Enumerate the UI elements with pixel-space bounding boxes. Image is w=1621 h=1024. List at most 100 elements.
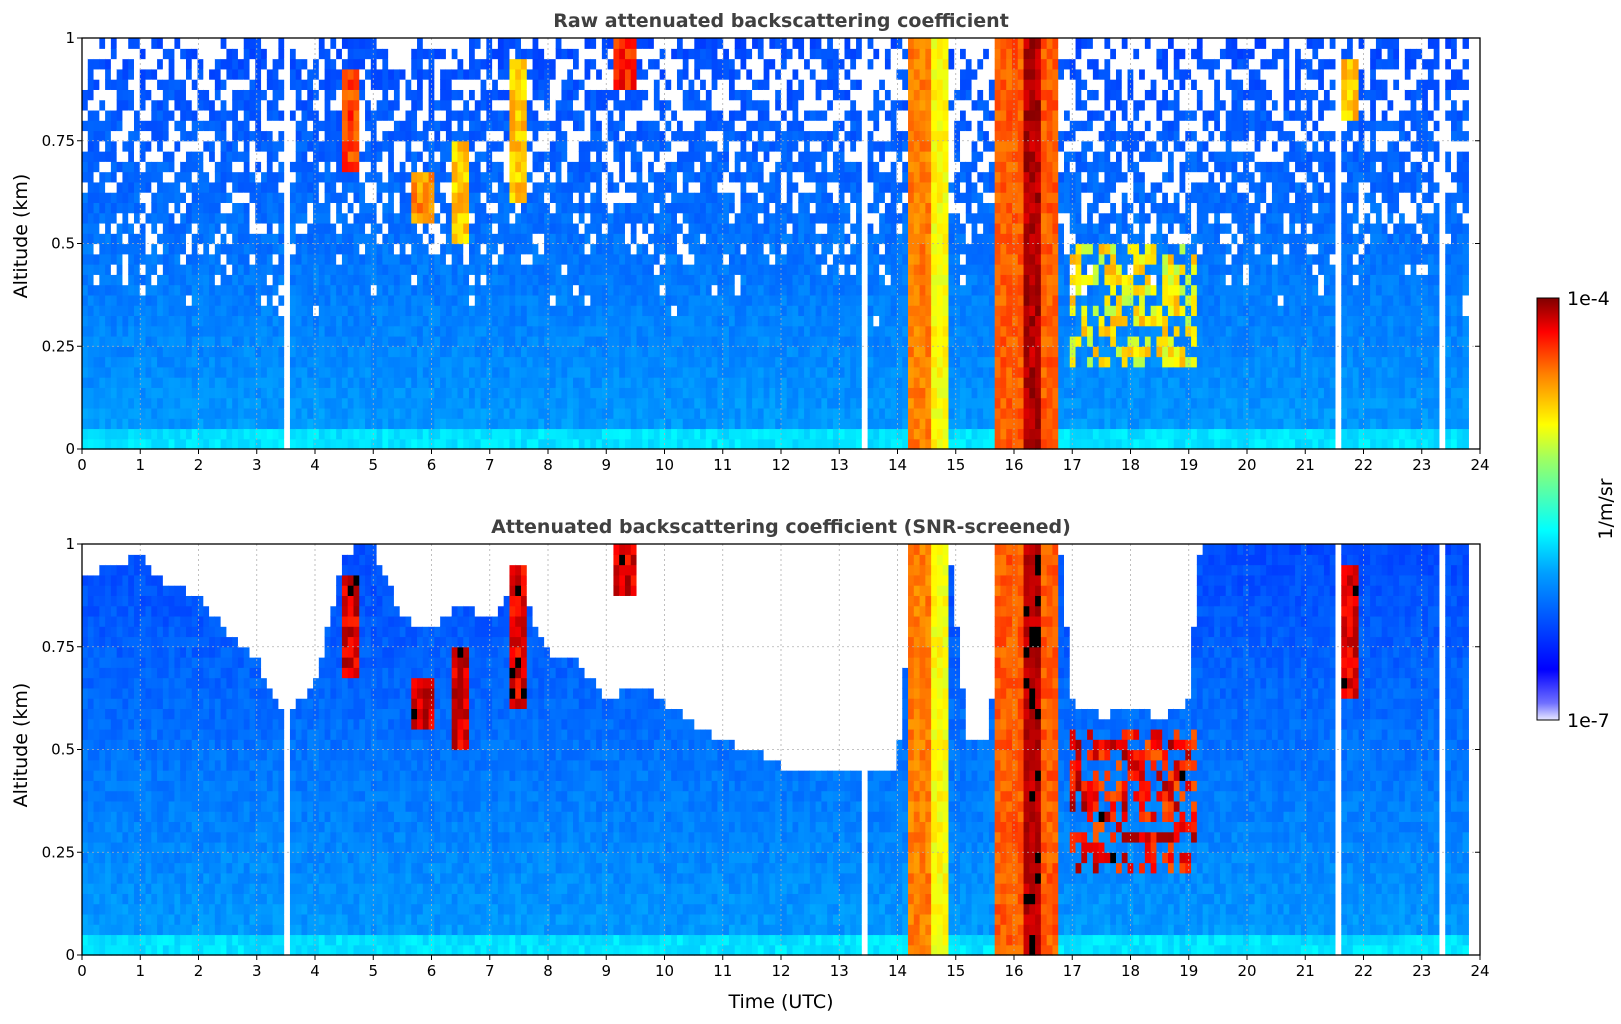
heat-cell — [353, 202, 360, 214]
heat-cell — [538, 222, 545, 234]
heat-cell — [405, 48, 412, 60]
heat-cell — [619, 325, 626, 337]
heat-cell — [711, 325, 719, 337]
heat-cell — [399, 109, 407, 121]
heat-cell — [740, 356, 747, 368]
heat-cell — [653, 161, 661, 173]
heat-cell — [220, 212, 228, 224]
heat-cell — [763, 356, 770, 368]
heat-cell — [365, 274, 372, 286]
heat-cell — [717, 325, 724, 337]
heat-cell — [237, 181, 245, 193]
heat-cell — [243, 99, 251, 111]
heat-cell — [197, 428, 204, 440]
heat-cell — [353, 99, 360, 111]
heat-cell — [700, 325, 707, 337]
heat-cell — [451, 294, 459, 306]
heat-cell — [607, 48, 615, 60]
heat-cell — [122, 418, 129, 430]
heat-cell — [780, 192, 788, 204]
heat-cell — [752, 68, 759, 80]
heat-cell — [353, 274, 360, 286]
heat-cell — [757, 109, 765, 121]
heat-cell — [214, 294, 222, 306]
heat-cell — [116, 233, 124, 245]
heat-cell — [463, 377, 470, 388]
heat-cell — [445, 68, 453, 80]
heat-cell — [168, 68, 176, 80]
heat-cell — [752, 284, 759, 296]
heat-cell — [122, 243, 129, 255]
heat-cell — [561, 346, 568, 358]
heat-cell — [428, 120, 435, 132]
heat-cell — [133, 387, 141, 399]
heat-cell — [255, 161, 262, 173]
heat-cell — [116, 48, 124, 60]
heat-cell — [197, 305, 204, 317]
heat-cell — [780, 264, 788, 275]
heat-cell — [180, 428, 187, 440]
heat-cell — [174, 202, 181, 214]
heat-cell — [422, 233, 430, 245]
heat-cell — [757, 89, 765, 101]
heat-cell — [601, 356, 609, 368]
heat-cell — [87, 99, 95, 111]
heat-cell — [688, 274, 695, 286]
heat-cell — [318, 335, 326, 347]
heat-cell — [365, 161, 372, 173]
heat-cell — [411, 377, 418, 388]
heat-cell — [289, 243, 297, 255]
heat-cell — [567, 58, 574, 70]
heat-cell — [289, 305, 297, 317]
heat-cell — [763, 99, 770, 111]
heat-cell — [122, 233, 129, 245]
heat-cell — [705, 222, 713, 234]
heat-cell — [526, 99, 534, 111]
heat-cell — [717, 89, 724, 101]
heat-cell — [590, 274, 597, 286]
heat-cell — [509, 99, 516, 111]
heat-cell — [307, 38, 314, 49]
heat-cell — [682, 130, 690, 142]
heat-cell — [590, 99, 597, 111]
heat-cell — [226, 140, 233, 152]
heat-cell — [451, 305, 459, 317]
heat-cell — [688, 418, 695, 430]
heat-cell — [110, 212, 118, 224]
heat-cell — [341, 356, 349, 368]
heat-cell — [676, 171, 684, 183]
heat-cell — [226, 68, 233, 80]
heat-cell — [301, 284, 308, 296]
heat-cell — [266, 212, 274, 224]
heat-cell — [393, 387, 401, 399]
heat-cell — [584, 407, 591, 419]
heat-cell — [532, 120, 539, 132]
heat-cell — [116, 99, 124, 111]
heat-cell — [128, 335, 135, 347]
heat-cell — [203, 335, 210, 347]
heat-cell — [278, 181, 285, 193]
heat-cell — [393, 438, 401, 450]
heat-cell — [399, 192, 407, 204]
heat-cell — [162, 130, 170, 142]
heat-cell — [318, 274, 326, 286]
heat-cell — [734, 346, 742, 358]
heat-cell — [740, 89, 747, 101]
heat-cell — [474, 407, 482, 419]
heat-cell — [798, 151, 805, 162]
heat-cell — [711, 192, 719, 204]
heat-cell — [659, 130, 667, 142]
heat-cell — [376, 99, 383, 111]
heat-cell — [324, 181, 331, 193]
heat-cell — [792, 68, 799, 80]
heat-cell — [497, 387, 505, 399]
heat-cell — [87, 109, 95, 121]
heat-cell — [526, 120, 534, 132]
heat-cell — [284, 387, 291, 399]
heat-cell — [370, 120, 378, 132]
heat-cell — [798, 387, 805, 399]
heat-cell — [497, 192, 505, 204]
heat-cell — [659, 202, 667, 214]
heat-cell — [87, 407, 95, 419]
heat-cell — [700, 418, 707, 430]
